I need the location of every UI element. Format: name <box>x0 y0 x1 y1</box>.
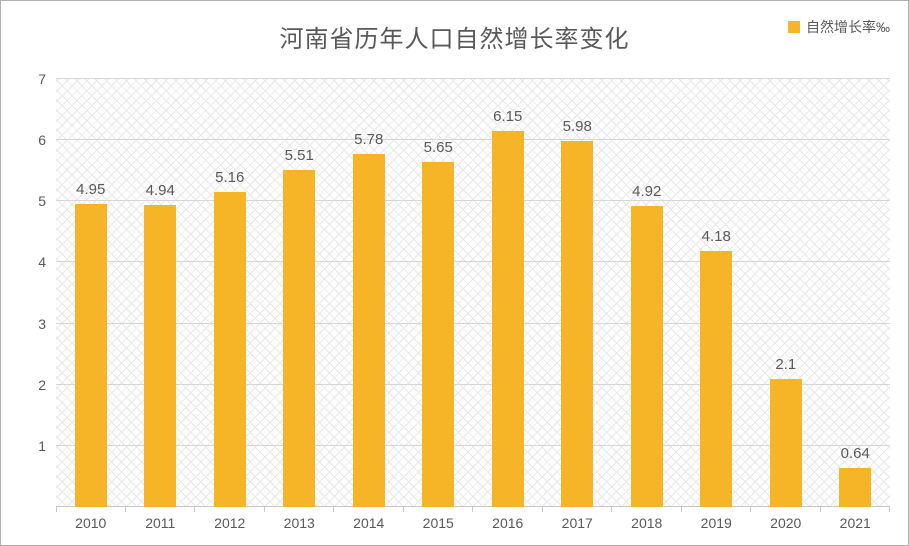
x-tick-label: 2020 <box>770 507 801 531</box>
bar-slot: 4.182019 <box>682 79 752 507</box>
y-tick-label: 4 <box>38 254 56 270</box>
bar-slot: 5.652015 <box>404 79 474 507</box>
bar-value-label: 4.18 <box>702 228 731 251</box>
bar-value-label: 4.95 <box>76 181 105 204</box>
y-tick-label: 6 <box>38 132 56 148</box>
bar-slot: 4.922018 <box>612 79 682 507</box>
x-tick-mark <box>264 507 265 512</box>
x-tick-mark <box>681 507 682 512</box>
bar-value-label: 4.92 <box>632 183 661 206</box>
plot-area: 01234567 4.9520104.9420115.1620125.51201… <box>56 79 890 507</box>
chart-title: 河南省历年人口自然增长率变化 <box>1 19 908 54</box>
bars-row: 4.9520104.9420115.1620125.5120135.782014… <box>56 79 890 507</box>
bar-value-label: 0.64 <box>841 445 870 468</box>
x-tick-label: 2017 <box>562 507 593 531</box>
x-tick-mark <box>125 507 126 512</box>
x-tick-label: 2018 <box>631 507 662 531</box>
x-tick-mark <box>889 507 890 512</box>
x-tick-mark <box>750 507 751 512</box>
bar-value-label: 6.15 <box>493 108 522 131</box>
bar: 4.18 <box>700 251 732 507</box>
x-tick-label: 2011 <box>145 507 175 531</box>
bar-slot: 5.512013 <box>265 79 335 507</box>
x-tick-mark <box>542 507 543 512</box>
x-tick-mark <box>472 507 473 512</box>
bar-slot: 6.152016 <box>473 79 543 507</box>
bar: 0.64 <box>839 468 871 507</box>
bar-slot: 4.952010 <box>56 79 126 507</box>
legend: 自然增长率‰ <box>788 17 890 37</box>
chart-container: 河南省历年人口自然增长率变化 自然增长率‰ 01234567 4.9520104… <box>0 0 909 546</box>
x-tick-mark <box>333 507 334 512</box>
bar: 5.78 <box>353 154 385 507</box>
x-tick-label: 2019 <box>701 507 732 531</box>
bar-value-label: 5.51 <box>285 147 314 170</box>
bar: 5.16 <box>214 192 246 507</box>
bar-value-label: 5.98 <box>563 118 592 141</box>
bar-value-label: 5.65 <box>424 139 453 162</box>
bar-slot: 5.162012 <box>195 79 265 507</box>
x-tick-label: 2012 <box>214 507 245 531</box>
legend-label: 自然增长率‰ <box>806 17 890 37</box>
bar-value-label: 5.78 <box>354 131 383 154</box>
bar: 5.51 <box>283 170 315 507</box>
x-tick-label: 2014 <box>353 507 384 531</box>
y-tick-label: 5 <box>38 193 56 209</box>
bar: 6.15 <box>492 131 524 507</box>
y-tick-label: 2 <box>38 377 56 393</box>
bar-value-label: 2.1 <box>775 356 796 379</box>
y-tick-label: 3 <box>38 316 56 332</box>
x-tick-mark <box>403 507 404 512</box>
x-tick-label: 2015 <box>423 507 454 531</box>
x-tick-label: 2010 <box>75 507 106 531</box>
x-tick-label: 2016 <box>492 507 523 531</box>
bar-slot: 5.982017 <box>543 79 613 507</box>
x-tick-mark <box>820 507 821 512</box>
bar: 2.1 <box>770 379 802 507</box>
bar: 5.98 <box>561 141 593 507</box>
bar-value-label: 4.94 <box>146 182 175 205</box>
bar-slot: 4.942011 <box>126 79 196 507</box>
x-tick-label: 2021 <box>840 507 871 531</box>
bar: 4.95 <box>75 204 107 507</box>
chart-header: 河南省历年人口自然增长率变化 自然增长率‰ <box>1 1 908 59</box>
bar: 4.92 <box>631 206 663 507</box>
x-tick-mark <box>611 507 612 512</box>
bar: 5.65 <box>422 162 454 507</box>
bar: 4.94 <box>144 205 176 507</box>
bar-slot: 0.642021 <box>821 79 891 507</box>
bar-slot: 2.12020 <box>751 79 821 507</box>
legend-swatch <box>788 21 800 33</box>
x-tick-mark <box>56 507 57 512</box>
bar-value-label: 5.16 <box>215 169 244 192</box>
y-tick-label: 1 <box>38 438 56 454</box>
x-tick-mark <box>194 507 195 512</box>
bar-slot: 5.782014 <box>334 79 404 507</box>
x-tick-label: 2013 <box>284 507 315 531</box>
y-tick-label: 7 <box>38 71 56 87</box>
